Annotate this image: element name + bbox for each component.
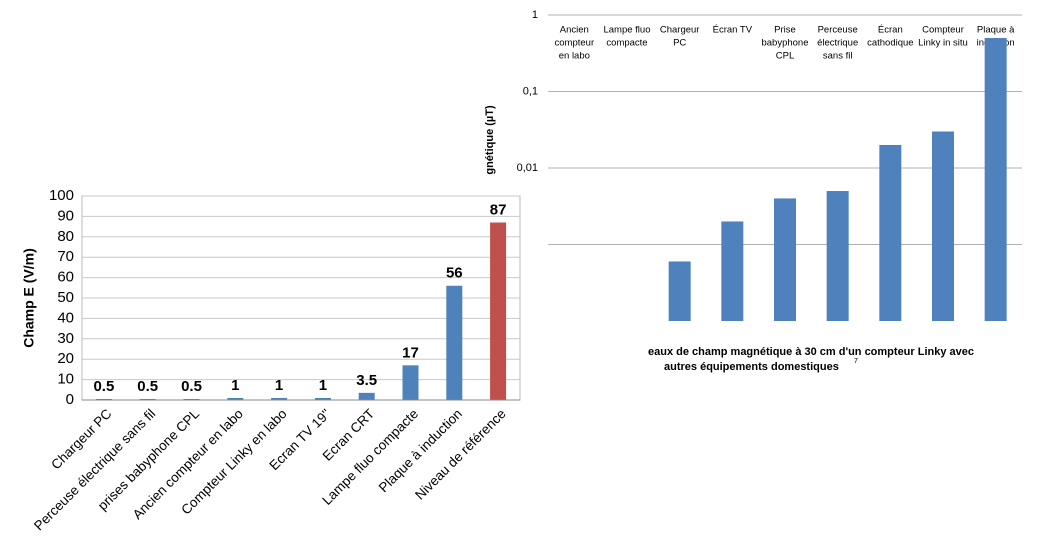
bar [358,392,375,400]
bar [879,144,902,321]
bar [668,261,691,321]
x-tick-label: Linky in situ [918,38,968,49]
x-tick-label: en labo [559,51,590,62]
footnote: 7 [854,358,858,365]
bar [446,285,463,400]
y-tick-label: 0 [66,391,74,408]
y-tick-label: 70 [57,248,74,265]
y-tick-label: 60 [57,269,74,286]
x-tick-label: Chargeur [660,25,700,36]
x-tick-label: compteur [555,38,595,49]
bar [95,398,112,400]
x-tick-label: Plaque à induction [376,406,465,495]
x-tick-label: Perceuse [818,25,858,36]
y-tick-label: 80 [57,228,74,245]
data-label: 1 [319,377,327,394]
bar [774,198,796,321]
bar [227,397,244,400]
y-tick-label: 30 [57,330,74,347]
data-label: 87 [490,201,507,218]
bar [984,38,1007,321]
x-tick-label: Écran [878,25,903,36]
x-tick-label: sans fil [823,51,853,62]
bar [932,131,954,321]
data-label: 0.5 [181,378,202,395]
data-label: 1 [231,377,239,394]
bar [183,398,200,400]
x-tick-label: électrique [817,38,858,49]
x-tick-label: Ancien [560,25,589,36]
y-tick-label: 10 [57,371,74,388]
x-tick-label: Compteur [922,25,964,36]
x-tick-label: Plaque à [977,25,1015,36]
caption: eaux de champ magnétique à 30 cm d'un co… [648,346,974,358]
y-axis-label: gnétique (µT) [484,105,496,175]
data-label: 17 [402,344,419,361]
data-label: 56 [446,265,463,282]
x-tick-label: PC [673,38,686,49]
x-tick-label: Écran TV [713,25,753,36]
bar [490,222,507,400]
bar [314,397,331,400]
x-tick-label: cathodique [867,38,913,49]
y-tick-label: 40 [57,309,74,326]
x-tick-label: compacte [606,38,647,49]
y-tick-label: 100 [49,187,74,204]
y-tick-label: 90 [57,207,74,224]
bar [721,221,744,321]
bar [402,365,419,400]
y-axis-label: Champ E (V/m) [21,248,37,348]
x-tick-label: babyphone [761,38,808,49]
y-tick-label: 50 [57,289,74,306]
y-tick-label: 0,1 [523,85,538,97]
x-tick-label: Prise [774,25,796,36]
bar [826,191,849,321]
bar [271,397,288,400]
y-tick-label: 0,01 [517,162,538,174]
bar [139,398,156,400]
y-tick-label: 1 [532,9,538,21]
y-tick-label: 20 [57,350,74,367]
data-label: 1 [275,377,283,394]
x-tick-label: Lampe fluo [603,25,650,36]
x-tick-label: CPL [776,51,794,62]
data-label: 0.5 [93,378,114,395]
caption: autres équipements domestiques [664,361,839,373]
data-label: 3.5 [356,372,377,389]
data-label: 0.5 [137,378,158,395]
